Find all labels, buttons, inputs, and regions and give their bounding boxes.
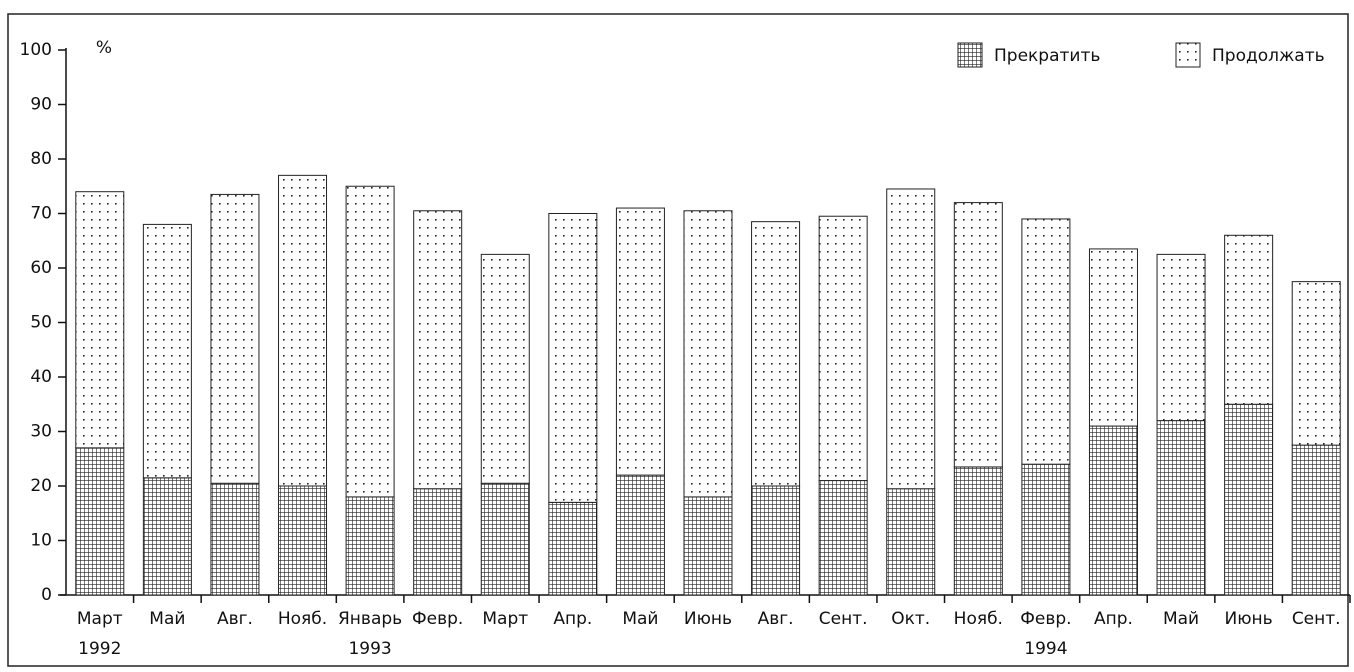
x-tick-label: Январь <box>338 609 402 629</box>
x-year-label: 1992 <box>78 639 121 659</box>
y-tick-label: 30 <box>30 422 52 442</box>
bar-segment <box>345 185 395 498</box>
x-tick-label: Июнь <box>684 609 732 629</box>
legend-label: Прекратить <box>994 46 1100 66</box>
bar-segment <box>480 482 530 596</box>
x-tick-label: Июнь <box>1225 609 1273 629</box>
bar-segment <box>75 447 125 596</box>
y-tick-label: 100 <box>20 40 52 60</box>
legend-swatch <box>957 42 983 68</box>
legend-label: Продолжать <box>1212 46 1325 66</box>
frame <box>7 13 1349 667</box>
bar-segment <box>548 501 598 596</box>
bar-segment <box>1088 248 1138 427</box>
bar-segment <box>683 210 733 498</box>
y-tick-label: 10 <box>30 531 52 551</box>
bar-segment <box>953 202 1003 468</box>
x-tick-label: Сент. <box>1292 609 1341 629</box>
bar-segment <box>886 188 936 490</box>
bar-segment <box>278 174 328 487</box>
bar-segment <box>1156 253 1206 422</box>
y-tick-label: 90 <box>30 95 52 115</box>
bar-segment <box>142 477 192 596</box>
x-tick-label: Апр. <box>553 609 592 629</box>
bar-segment <box>142 223 192 479</box>
bar-segment <box>345 496 395 596</box>
x-tick-label: Окт. <box>891 609 930 629</box>
x-tick-label: Авг. <box>758 609 794 629</box>
x-tick-label: Нояб. <box>954 609 1003 629</box>
x-tick-label: Май <box>1163 609 1199 629</box>
bar-segment <box>548 213 598 503</box>
y-tick-label: 40 <box>30 367 52 387</box>
bar-segment <box>278 485 328 596</box>
x-year-label: 1994 <box>1024 639 1067 659</box>
bar-segment <box>210 482 260 596</box>
bar-segment <box>1291 281 1341 446</box>
bar-segment <box>480 253 530 484</box>
y-tick-label: 60 <box>30 258 52 278</box>
bar-segment <box>818 480 868 596</box>
bar-segment <box>1156 420 1206 596</box>
x-tick-label: Март <box>77 609 123 629</box>
bar-segment <box>413 210 463 490</box>
x-tick-label: Сент. <box>819 609 868 629</box>
bar-segment <box>953 466 1003 596</box>
x-tick-label: Март <box>482 609 528 629</box>
y-tick-label: 50 <box>30 313 52 333</box>
bar-segment <box>615 474 665 596</box>
y-tick-label: 80 <box>30 149 52 169</box>
bar-segment <box>751 485 801 596</box>
bar-segment <box>615 207 665 476</box>
y-tick-label: 70 <box>30 204 52 224</box>
x-tick-label: Апр. <box>1094 609 1133 629</box>
bar-segment <box>75 191 125 449</box>
x-tick-label: Май <box>149 609 185 629</box>
bar-segment <box>1224 403 1274 596</box>
bar-segment <box>1021 218 1071 465</box>
x-tick-label: Февр. <box>1020 609 1071 629</box>
bar-segment <box>413 488 463 596</box>
bar-segment <box>818 215 868 482</box>
y-tick-label: 20 <box>30 476 52 496</box>
bar-segment <box>210 193 260 484</box>
bar-segment <box>751 221 801 487</box>
x-tick-label: Май <box>622 609 658 629</box>
bar-segment <box>886 488 936 596</box>
bar-segment <box>1021 463 1071 596</box>
y-tick-label: 0 <box>41 585 52 605</box>
y-unit-label: % <box>96 38 112 58</box>
x-year-label: 1993 <box>348 639 391 659</box>
bar-segment <box>683 496 733 596</box>
x-tick-label: Февр. <box>412 609 463 629</box>
bar-segment <box>1224 234 1274 405</box>
bar-segment <box>1088 425 1138 596</box>
x-tick-label: Авг. <box>217 609 253 629</box>
x-tick-label: Нояб. <box>278 609 327 629</box>
legend-swatch <box>1175 42 1201 68</box>
bar-segment <box>1291 444 1341 596</box>
